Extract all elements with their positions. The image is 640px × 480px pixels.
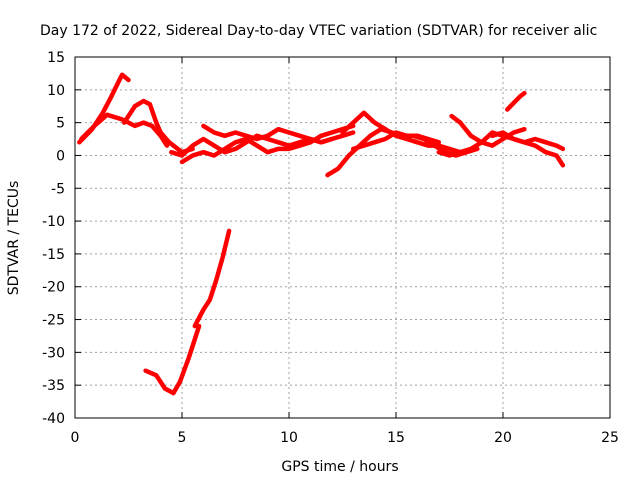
- y-tick-label: -40: [42, 411, 65, 427]
- series-track-k: [350, 130, 442, 152]
- y-tick-labels: 15 10 5 0 -5 -10 -15 -20 -25 -30 -35 -40: [42, 50, 65, 427]
- x-tick-label: 10: [280, 430, 298, 446]
- y-tick-label: -15: [42, 247, 65, 263]
- series-group: [77, 72, 566, 396]
- x-tick-label: 5: [178, 430, 187, 446]
- series-track-m: [436, 130, 566, 158]
- x-tick-labels: 0 5 10 15 20 25: [71, 430, 619, 446]
- series-track-h: [201, 123, 335, 145]
- y-tick-label: -20: [42, 280, 65, 296]
- x-tick-label: 25: [601, 430, 619, 446]
- series-track-d: [143, 323, 202, 396]
- series-track-b: [79, 112, 170, 148]
- y-tick-label: -25: [42, 313, 65, 329]
- y-tick-label: -10: [42, 214, 65, 230]
- series-track-c: [121, 98, 195, 155]
- series-track-o: [505, 90, 527, 112]
- y-axis-label: SDTVAR / TECUs: [6, 181, 22, 296]
- x-tick-label: 20: [494, 430, 512, 446]
- y-tick-label: -5: [51, 181, 65, 197]
- x-tick-label: 15: [387, 430, 405, 446]
- series-track-g: [179, 123, 356, 165]
- y-tick-label: -30: [42, 345, 65, 361]
- series-track-l: [449, 113, 527, 148]
- series-track-e: [192, 228, 232, 329]
- x-tick-label: 0: [71, 430, 80, 446]
- axis-ticks: [74, 56, 611, 419]
- x-axis-label: GPS time / hours: [281, 459, 398, 475]
- series-track-n: [490, 130, 566, 168]
- y-tick-label: 15: [47, 50, 65, 66]
- y-tick-label: 0: [56, 148, 65, 164]
- y-tick-label: 5: [56, 116, 65, 132]
- y-tick-label: 10: [47, 83, 65, 99]
- y-tick-label: -35: [42, 378, 65, 394]
- plot-frame: [74, 56, 611, 419]
- grid-lines: [75, 57, 610, 418]
- chart-title: Day 172 of 2022, Sidereal Day-to-day VTE…: [40, 23, 597, 39]
